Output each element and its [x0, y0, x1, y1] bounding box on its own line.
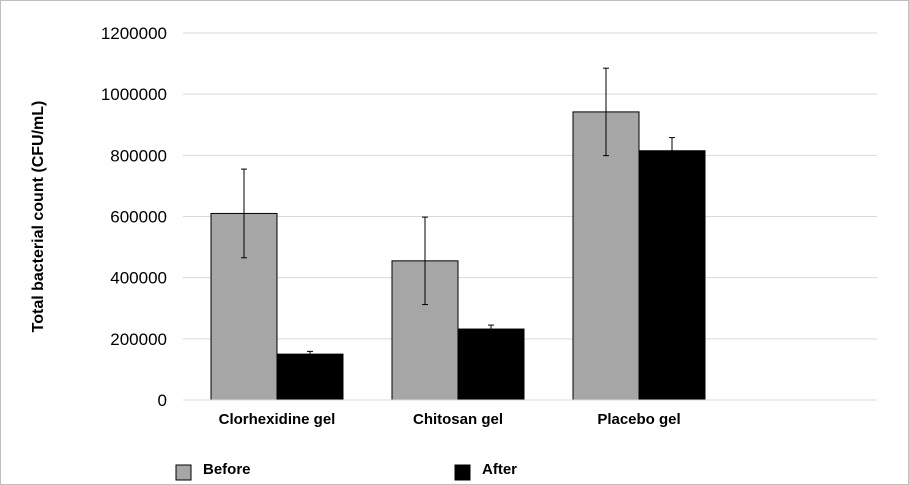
y-tick-label: 200000	[110, 330, 167, 349]
legend-swatch	[175, 464, 192, 481]
error-bars	[241, 67, 675, 358]
legend-label: Before	[203, 461, 251, 478]
y-tick-label: 1000000	[101, 85, 167, 104]
legend: Before After	[175, 461, 517, 481]
y-tick-label: 0	[158, 391, 167, 410]
bar-after-1	[457, 328, 525, 401]
bar-after-0	[276, 353, 344, 401]
category-label: Clorhexidine gel	[219, 411, 336, 428]
error-bar-before-2	[603, 67, 609, 157]
legend-swatch	[454, 464, 471, 481]
labels: 0 200000 400000 600000 800000 1000000 1200000 C…	[30, 24, 681, 428]
error-bar-after-2	[669, 137, 675, 165]
y-tick-label: 400000	[110, 269, 167, 288]
legend-label: After	[482, 461, 517, 478]
category-label: Chitosan gel	[413, 411, 503, 428]
y-axis-title: Total bacterial count (CFU/mL)	[30, 101, 47, 333]
error-bar-after-0	[307, 350, 313, 358]
category-label: Placebo gel	[597, 411, 680, 428]
legend-item-before: Before	[175, 461, 251, 481]
bar-after-2	[638, 150, 706, 401]
gridlines	[183, 32, 877, 340]
error-bar-after-1	[488, 324, 494, 334]
error-bar-before-1	[422, 216, 428, 306]
bar-before-2	[572, 111, 640, 401]
y-tick-label: 600000	[110, 208, 167, 227]
legend-item-after: After	[454, 461, 517, 481]
error-bar-before-0	[241, 168, 247, 259]
y-tick-label: 1200000	[101, 24, 167, 43]
y-tick-label: 800000	[110, 146, 167, 165]
